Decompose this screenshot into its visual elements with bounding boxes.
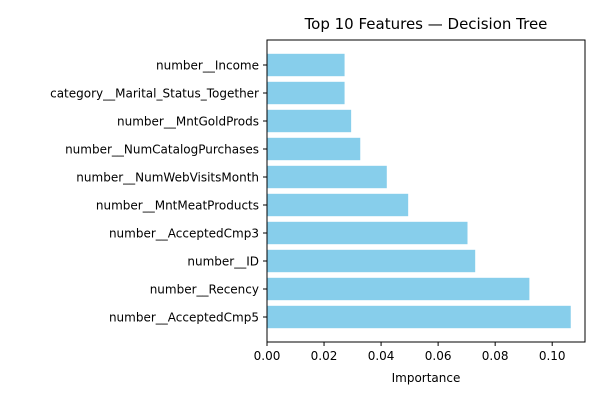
- bar: [267, 81, 345, 105]
- y-tick-label: number__Income: [156, 59, 259, 73]
- x-tick-label: 0.00: [254, 349, 281, 363]
- bar: [267, 193, 409, 217]
- y-tick-label: number__AcceptedCmp5: [109, 311, 259, 325]
- x-tick-label: 0.06: [425, 349, 452, 363]
- bar: [267, 221, 468, 245]
- bar: [267, 305, 571, 329]
- y-tick-label: number__Recency: [150, 283, 259, 297]
- y-tick-label: number__ID: [187, 255, 259, 269]
- x-tick-label: 0.10: [539, 349, 566, 363]
- x-tick-label: 0.08: [482, 349, 509, 363]
- y-tick-label: number__NumWebVisitsMonth: [76, 171, 259, 185]
- plot-frame: [266, 39, 586, 343]
- x-axis-ticks: 0.00 0.02 0.04 0.06 0.08 0.10: [254, 342, 566, 363]
- y-tick-label: number__MntMeatProducts: [96, 199, 259, 213]
- bar: [267, 249, 476, 273]
- y-tick-label: number__MntGoldProds: [117, 115, 259, 129]
- bar: [267, 137, 361, 161]
- x-tick-label: 0.04: [368, 349, 395, 363]
- y-tick-label: number__NumCatalogPurchases: [65, 143, 259, 157]
- bar: [267, 53, 345, 77]
- y-tick-label: number__AcceptedCmp3: [109, 227, 259, 241]
- bar: [267, 109, 352, 133]
- y-tick-label: category__Marital_Status_Together: [50, 87, 259, 101]
- bar: [267, 165, 387, 189]
- chart-title: Top 10 Features — Decision Tree: [304, 15, 548, 33]
- x-tick-label: 0.02: [311, 349, 338, 363]
- bars: [267, 53, 571, 329]
- y-axis-ticks: number__AcceptedCmp5 number__Recency numbe…: [50, 59, 267, 325]
- bar: [267, 277, 530, 301]
- x-axis-label: Importance: [392, 371, 461, 385]
